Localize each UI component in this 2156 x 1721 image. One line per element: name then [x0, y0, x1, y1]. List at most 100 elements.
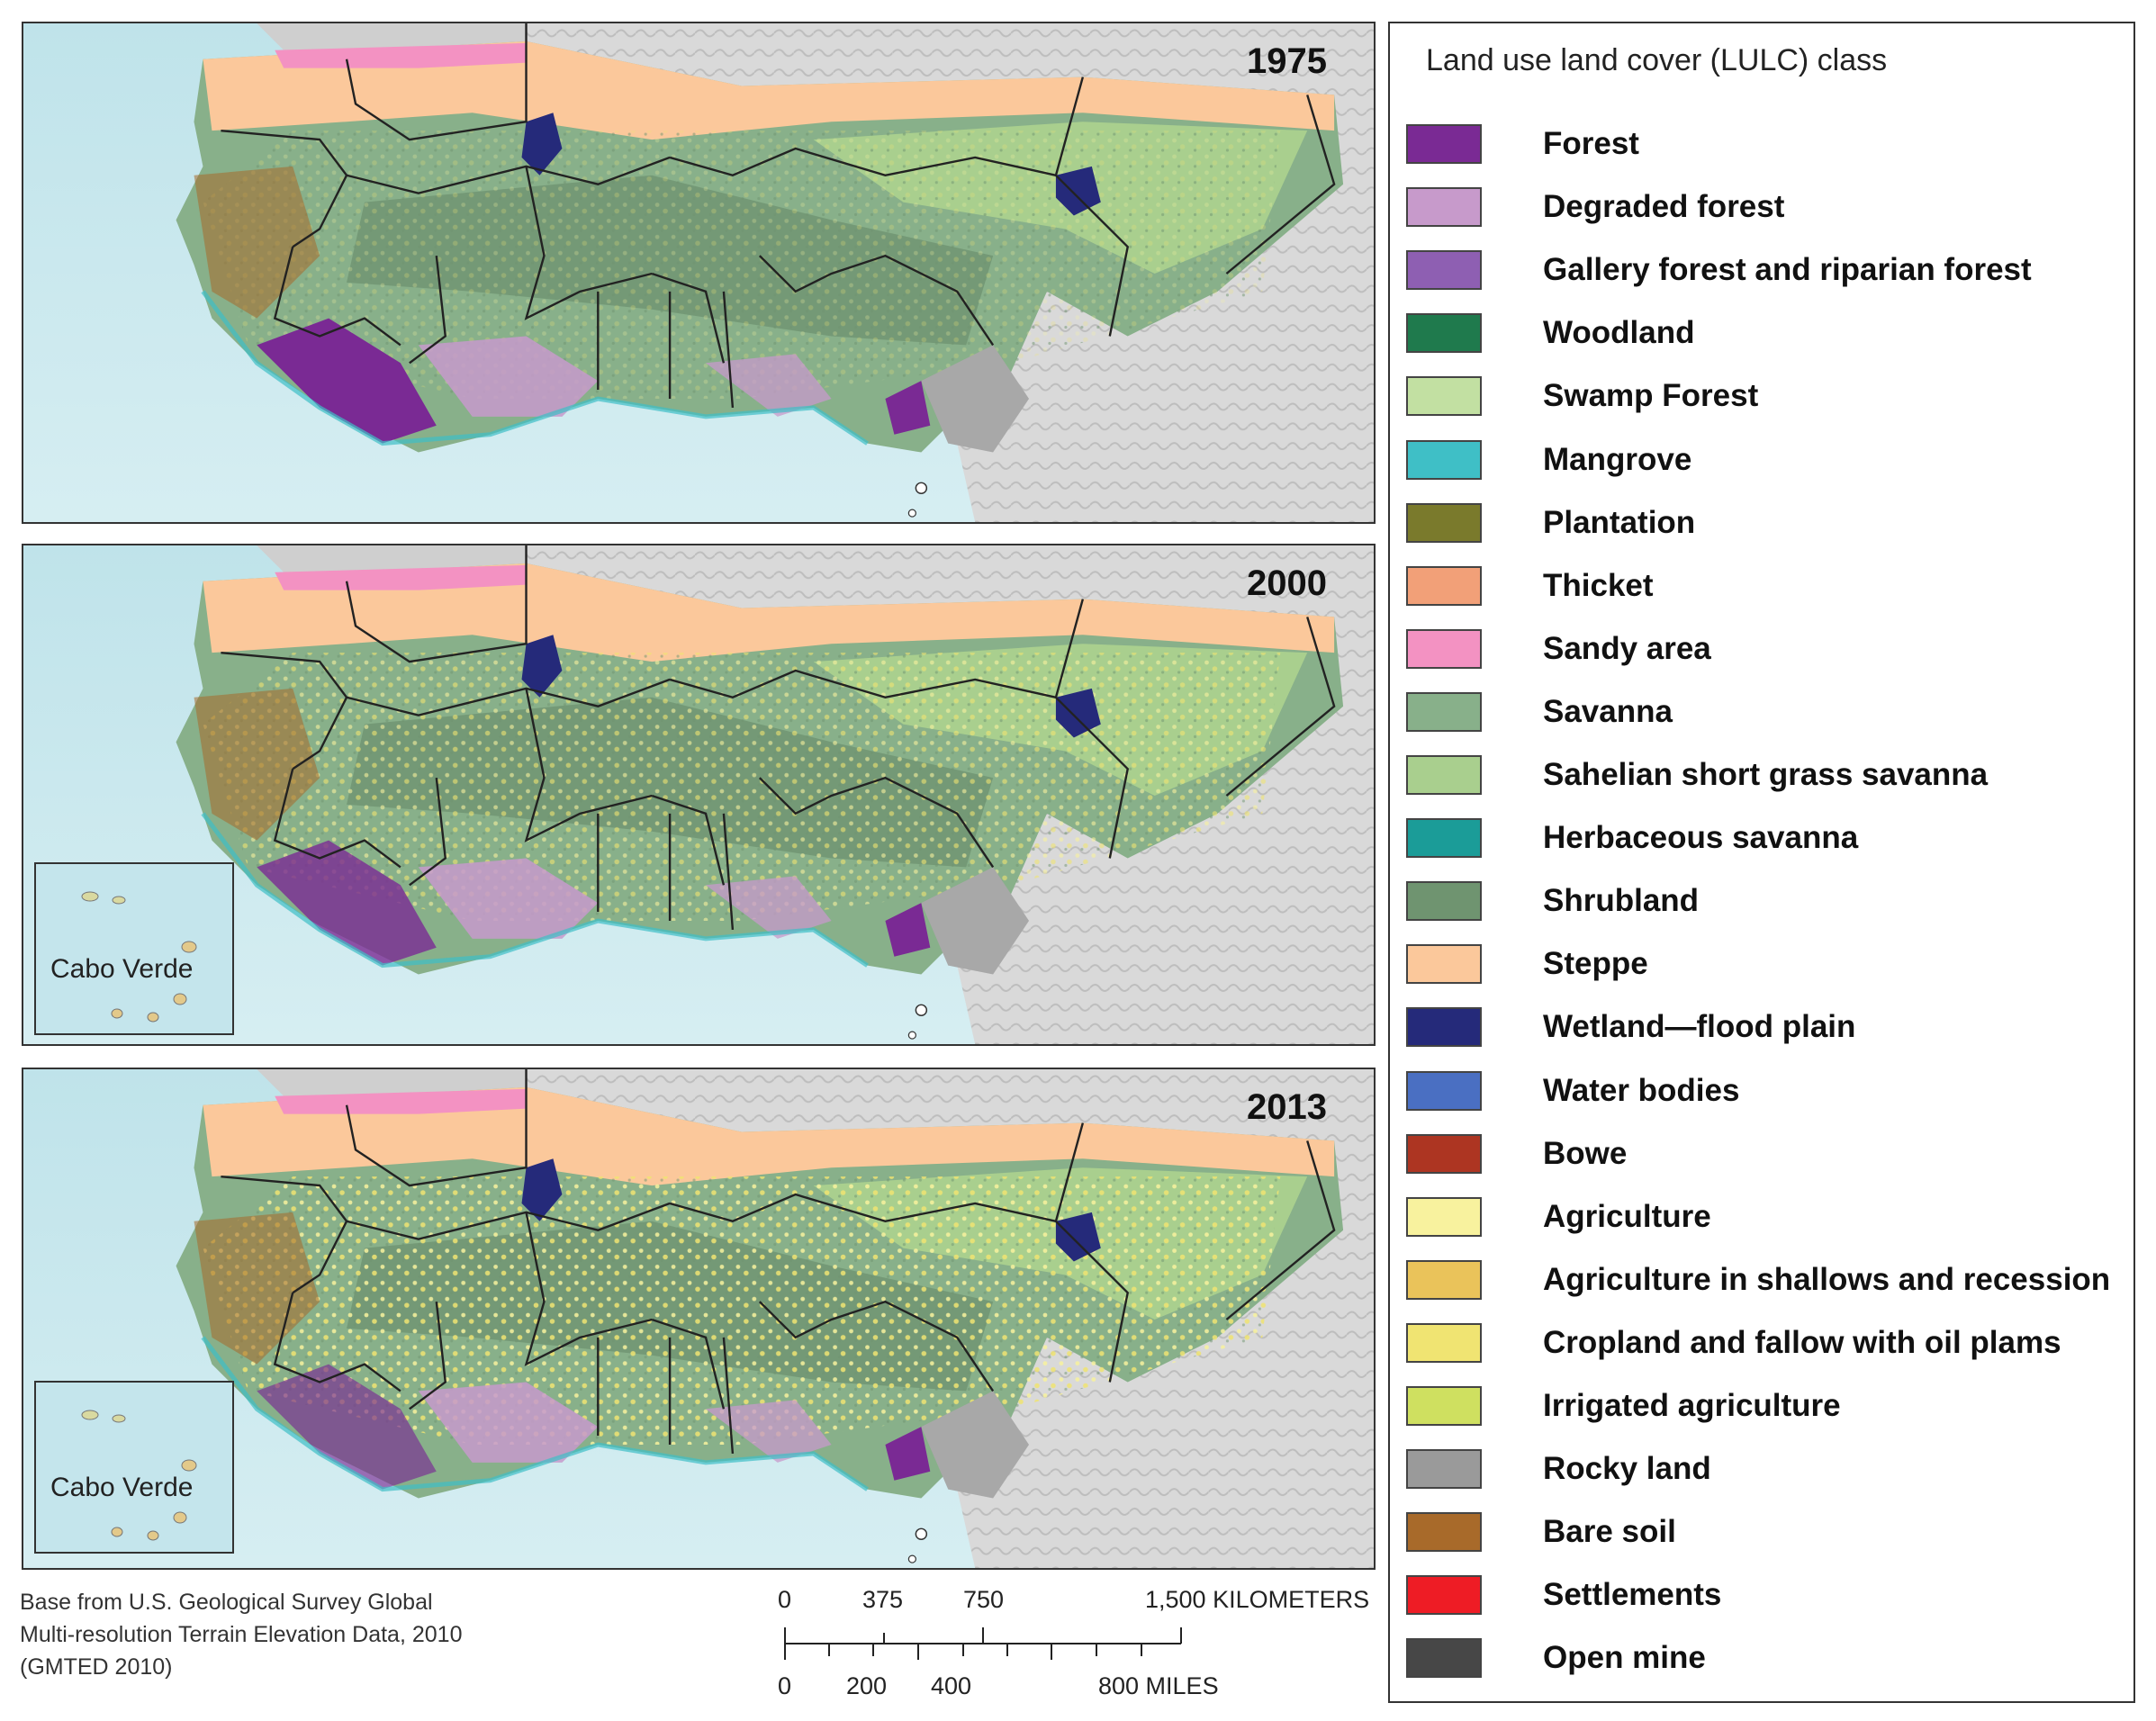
lake-chad: [1055, 1212, 1101, 1262]
year-label: 2013: [1247, 1087, 1327, 1127]
scale-mile-label: 200: [846, 1672, 888, 1699]
legend-item: Plantation: [1406, 500, 2126, 546]
legend-item: Agriculture in shallows and recession: [1406, 1257, 2126, 1303]
country-borders: [221, 1069, 1336, 1455]
legend-label: Shrubland: [1543, 883, 1700, 919]
legend-item: Open mine: [1406, 1635, 2126, 1681]
legend-swatch: [1406, 1512, 1482, 1553]
forest-zone: [257, 1364, 437, 1490]
degraded-forest-zone: [418, 1382, 599, 1463]
legend-item: Shrubland: [1406, 878, 2126, 924]
map-panel-2000: 2000 Cabo Verde: [22, 544, 1376, 1046]
legend-label: Open mine: [1543, 1640, 1706, 1676]
degraded-forest-zone: [705, 354, 832, 417]
legend-item: Degraded forest: [1406, 184, 2126, 230]
coastline: [201, 290, 869, 446]
legend-label: Agriculture in shallows and recession: [1543, 1261, 2111, 1297]
map-graphic: [23, 545, 1374, 1044]
lake-chad: [1055, 688, 1101, 738]
legend-swatch: [1406, 1575, 1482, 1616]
steppe-zone: [203, 41, 1335, 140]
inner-niger-delta: [521, 1158, 563, 1221]
year-label: 1975: [1247, 41, 1327, 81]
steppe-zone: [203, 1086, 1335, 1186]
legend-label: Cropland and fallow with oil plams: [1543, 1324, 2061, 1360]
legend-swatch: [1406, 944, 1482, 985]
legend-swatch: [1406, 1196, 1482, 1237]
legend-swatch: [1406, 565, 1482, 606]
rocky-highlands: [921, 867, 1030, 975]
forest-zone: [257, 840, 437, 966]
legend-item: Irrigated agriculture: [1406, 1383, 2126, 1429]
sandy-zone: [275, 42, 527, 68]
legend-label: Steppe: [1543, 946, 1648, 982]
scale-bar-graphic: [784, 1627, 1182, 1660]
legend-item: Cropland and fallow with oil plams: [1406, 1320, 2126, 1366]
bare-soil-zone: [194, 688, 320, 841]
legend: Land use land cover (LULC) class Forest D…: [1388, 22, 2135, 1703]
island: [907, 509, 916, 518]
legend-swatch: [1406, 691, 1482, 732]
scale-km-label: 750: [963, 1586, 1005, 1613]
legend-swatch: [1406, 124, 1482, 164]
legend-item: Savanna: [1406, 689, 2126, 735]
legend-swatch: [1406, 313, 1482, 354]
legend-item: Bare soil: [1406, 1509, 2126, 1555]
legend-label: Wetland—flood plain: [1543, 1009, 1856, 1045]
legend-label: Rocky land: [1543, 1451, 1711, 1487]
scale-mile-label: 0: [778, 1672, 792, 1699]
legend-swatch: [1406, 187, 1482, 228]
steppe-zone: [203, 563, 1335, 662]
legend-label: Degraded forest: [1543, 189, 1785, 225]
scale-km-label: 1,500 KILOMETERS: [1145, 1586, 1370, 1613]
legend-title: Land use land cover (LULC) class: [1426, 43, 1888, 77]
cabo-verde-inset: Cabo Verde: [34, 862, 234, 1035]
legend-item: Bowe: [1406, 1131, 2126, 1177]
legend-swatch: [1406, 1449, 1482, 1490]
island: [915, 482, 928, 494]
inset-graphic: [36, 864, 232, 1033]
cabo-verde-inset: Cabo Verde: [34, 1381, 234, 1554]
rocky-highlands: [921, 345, 1030, 453]
legend-label: Savanna: [1543, 693, 1673, 729]
rocky-highlands: [921, 1391, 1030, 1499]
legend-label: Agriculture: [1543, 1198, 1711, 1234]
map-panel-1975: 1975: [22, 22, 1376, 524]
sandy-zone: [275, 1088, 527, 1114]
legend-label: Plantation: [1543, 504, 1696, 540]
legend-swatch: [1406, 1322, 1482, 1363]
island: [915, 1004, 928, 1016]
coastline: [201, 812, 869, 969]
legend-item: Forest: [1406, 121, 2126, 167]
island: [907, 1031, 916, 1040]
legend-label: Swamp Forest: [1543, 378, 1759, 414]
scale-bar: 0 375 750 1,500 KILOMETERS 0 200 400 800…: [774, 1584, 1386, 1710]
lake-chad: [1055, 166, 1101, 216]
legend-label: Bare soil: [1543, 1514, 1676, 1550]
scale-mile-label: 800 MILES: [1098, 1672, 1219, 1699]
map-graphic: [23, 1069, 1374, 1568]
forest-zone: [885, 1427, 931, 1481]
legend-item: Sahelian short grass savanna: [1406, 752, 2126, 798]
legend-item: Steppe: [1406, 941, 2126, 987]
legend-label: Herbaceous savanna: [1543, 820, 1859, 856]
legend-item: Gallery forest and riparian forest: [1406, 247, 2126, 293]
legend-swatch: [1406, 1007, 1482, 1048]
country-borders: [221, 23, 1336, 409]
scale-mile-label: 400: [931, 1672, 972, 1699]
map-graphic: [23, 23, 1374, 522]
agriculture-texture: [203, 653, 1281, 921]
legend-label: Bowe: [1543, 1135, 1628, 1171]
legend-swatch: [1406, 628, 1482, 669]
forest-zone: [257, 318, 437, 444]
scale-km-label: 375: [862, 1586, 904, 1613]
legend-swatch: [1406, 755, 1482, 795]
degraded-forest-zone: [418, 858, 599, 939]
inner-niger-delta: [521, 113, 563, 176]
forest-zone: [885, 903, 931, 957]
inner-niger-delta: [521, 635, 563, 698]
legend-item: Sandy area: [1406, 626, 2126, 672]
legend-item: Woodland: [1406, 310, 2126, 356]
map-panel-2013: 2013 Cabo Verde: [22, 1068, 1376, 1570]
degraded-forest-zone: [418, 336, 599, 417]
